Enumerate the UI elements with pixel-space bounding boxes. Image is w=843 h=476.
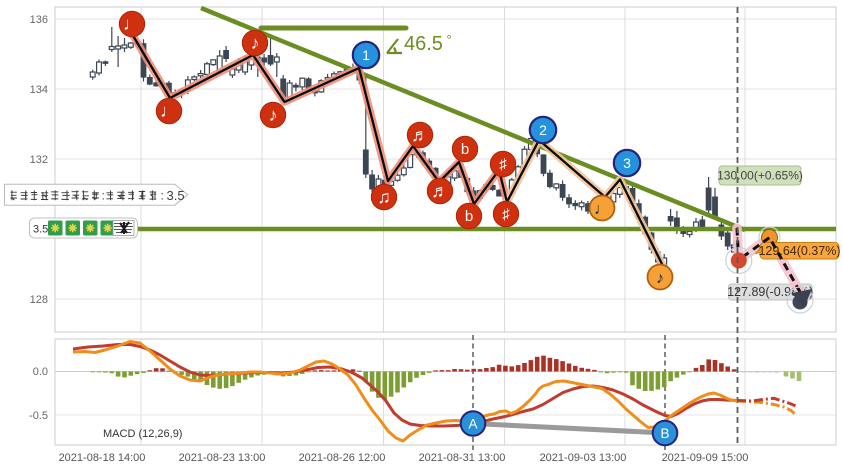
svg-text:2021-09-03 13:00: 2021-09-03 13:00 (540, 452, 627, 464)
svg-text:♩: ♩ (160, 101, 178, 121)
svg-text:136: 136 (30, 14, 48, 26)
svg-text::: : (102, 189, 105, 203)
svg-text:46.5 °: 46.5 ° (404, 32, 452, 55)
svg-text:130.00(+0.65%): 130.00(+0.65%) (717, 169, 803, 183)
svg-text:3.5: 3.5 (33, 224, 48, 236)
svg-text:♬: ♬ (431, 181, 449, 201)
svg-text:♩: ♩ (594, 201, 610, 218)
svg-text:♪: ♪ (251, 33, 260, 53)
svg-text:2: 2 (539, 122, 547, 138)
svg-text:b: b (461, 141, 469, 158)
svg-text:♩: ♩ (123, 14, 141, 34)
svg-text:♯: ♯ (502, 206, 510, 223)
svg-text:3.5: 3.5 (167, 188, 185, 203)
svg-text:128: 128 (30, 294, 48, 306)
svg-text:B: B (660, 426, 669, 441)
svg-text:-0.5: -0.5 (29, 410, 48, 422)
svg-text:132: 132 (30, 154, 48, 166)
svg-text:♬: ♬ (411, 125, 429, 145)
svg-text:1: 1 (362, 47, 370, 63)
svg-text:♪: ♪ (656, 270, 664, 287)
svg-text:A: A (468, 416, 477, 431)
svg-text:♫: ♫ (377, 187, 391, 207)
svg-text:129.64(0.37%): 129.64(0.37%) (758, 244, 840, 258)
svg-text:2021-08-26 12:00: 2021-08-26 12:00 (299, 452, 386, 464)
svg-text:127.89(-0.98%): 127.89(-0.98%) (727, 285, 813, 299)
svg-text:2021-08-18 14:00: 2021-08-18 14:00 (59, 452, 146, 464)
svg-text:2021-08-23 13:00: 2021-08-23 13:00 (179, 452, 266, 464)
svg-text:♯: ♯ (499, 156, 507, 173)
svg-text:MACD (12,26,9): MACD (12,26,9) (103, 428, 182, 440)
svg-text:2021-09-09 15:00: 2021-09-09 15:00 (662, 452, 749, 464)
svg-text:b: b (465, 208, 473, 225)
svg-text:134: 134 (30, 84, 48, 96)
svg-text:2021-08-31 13:00: 2021-08-31 13:00 (419, 452, 506, 464)
svg-text:3: 3 (623, 155, 631, 171)
svg-text:0.0: 0.0 (33, 366, 48, 378)
svg-text::: : (161, 189, 164, 203)
svg-text:♪: ♪ (269, 105, 278, 125)
